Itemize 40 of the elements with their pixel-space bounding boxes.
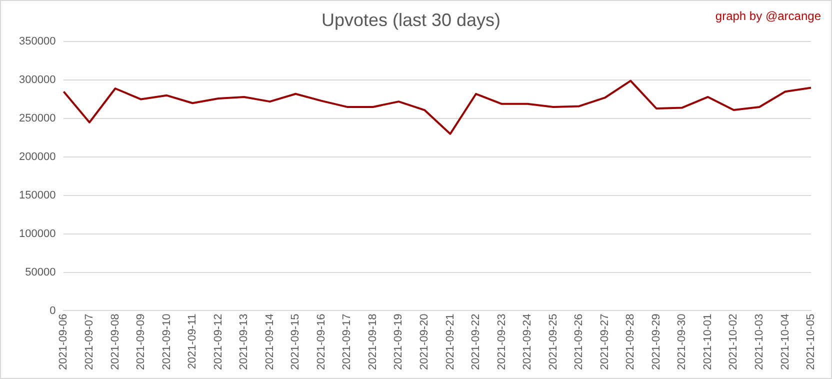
y-tick-label: 100000 bbox=[18, 228, 56, 240]
x-tick-label: 2021-09-27 bbox=[598, 314, 611, 370]
x-tick-label: 2021-09-23 bbox=[496, 314, 508, 370]
x-tick-label: 2021-09-26 bbox=[573, 314, 586, 370]
x-tick-label: 2021-09-11 bbox=[186, 314, 199, 370]
y-tick-label: 350000 bbox=[18, 36, 56, 48]
x-tick-label: 2021-09-19 bbox=[392, 314, 405, 370]
x-tick-label: 2021-09-22 bbox=[470, 314, 482, 370]
y-tick-label: 300000 bbox=[18, 74, 56, 86]
y-tick-label: 0 bbox=[50, 304, 56, 317]
chart-title: Upvotes (last 30 days) bbox=[321, 10, 501, 30]
x-tick-label: 2021-09-25 bbox=[547, 314, 560, 370]
x-tick-label: 2021-09-16 bbox=[315, 314, 328, 370]
x-tick-label: 2021-09-30 bbox=[676, 314, 688, 370]
x-tick-label: 2021-09-13 bbox=[238, 314, 250, 370]
x-tick-label: 2021-09-28 bbox=[624, 314, 637, 370]
x-tick-label: 2021-09-21 bbox=[444, 314, 456, 370]
y-tick-label: 200000 bbox=[18, 150, 56, 163]
x-tick-label: 2021-09-18 bbox=[366, 314, 379, 370]
text: graph by @arcange bbox=[715, 9, 821, 23]
x-tick-label: 2021-09-29 bbox=[650, 314, 662, 370]
x-tick-label: 2021-09-10 bbox=[160, 314, 173, 370]
x-tick-label: 2021-09-17 bbox=[341, 314, 354, 370]
x-tick-label: 2021-10-02 bbox=[728, 314, 740, 370]
x-tick-label: 2021-09-09 bbox=[135, 314, 148, 370]
x-tick-label: 2021-10-05 bbox=[805, 314, 818, 370]
x-tick-label: 2021-09-24 bbox=[522, 314, 534, 370]
x-tick-label: 2021-09-15 bbox=[290, 314, 302, 370]
x-tick-label: 2021-09-12 bbox=[212, 314, 224, 370]
y-tick-label: 50000 bbox=[25, 266, 56, 278]
x-tick-label: 2021-09-06 bbox=[58, 314, 70, 370]
x-tick-label: 2021-09-07 bbox=[84, 314, 96, 370]
x-tick-label: 2021-09-08 bbox=[109, 314, 122, 370]
y-tick-label: 150000 bbox=[18, 189, 56, 202]
x-tick-label: 2021-10-01 bbox=[702, 314, 714, 370]
y-tick-label: 250000 bbox=[18, 112, 56, 125]
x-tick-label: 2021-10-04 bbox=[779, 314, 792, 370]
x-tick-label: 2021-10-03 bbox=[753, 314, 766, 370]
x-tick-label: 2021-09-14 bbox=[264, 314, 276, 370]
x-tick-label: 2021-09-20 bbox=[418, 314, 430, 370]
